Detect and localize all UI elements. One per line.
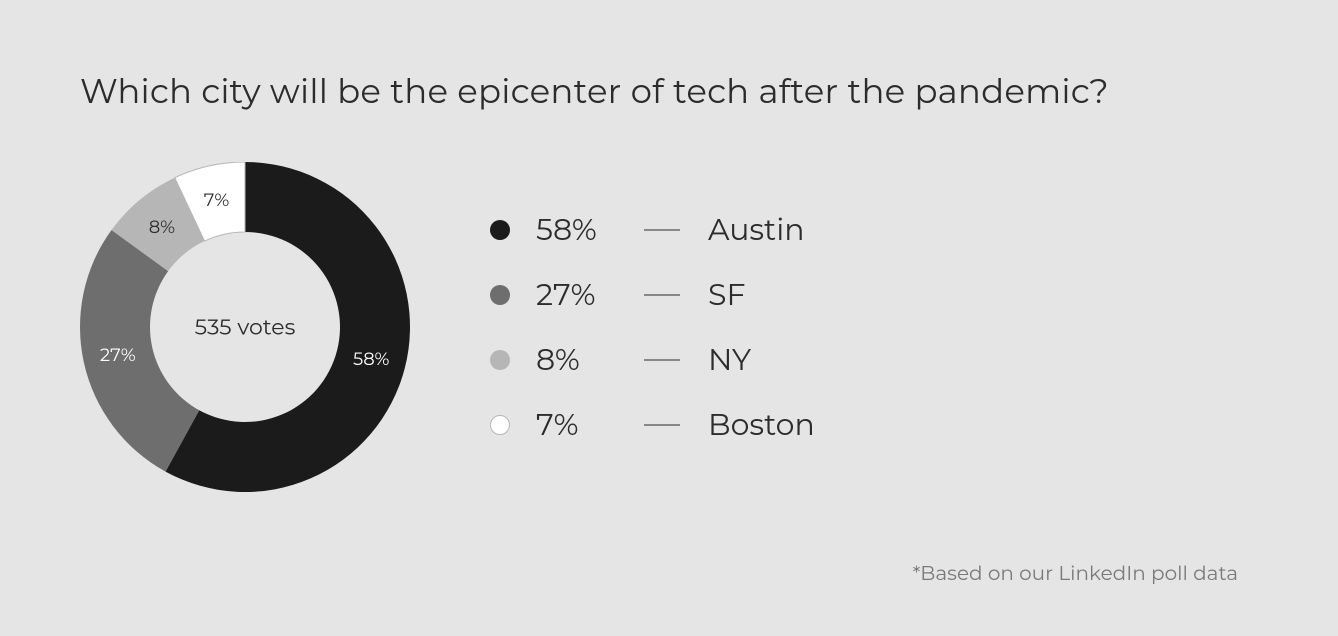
legend-dash	[644, 424, 680, 426]
donut-chart: 535 votes 58% 27% 8% 7%	[80, 162, 410, 492]
legend-label: Boston	[708, 406, 815, 443]
legend-row-boston: 7% Boston	[490, 406, 815, 443]
legend-dash	[644, 294, 680, 296]
chart-center-label: 535 votes	[195, 314, 296, 341]
slice-label-boston: 7%	[204, 189, 230, 211]
legend-pct: 7%	[536, 406, 616, 443]
title: Which city will be the epicenter of tech…	[80, 70, 1258, 112]
legend-pct: 27%	[536, 276, 616, 313]
legend-row-ny: 8% NY	[490, 341, 815, 378]
legend-bullet	[490, 220, 510, 240]
legend-dash	[644, 359, 680, 361]
slice-label-sf: 27%	[100, 344, 136, 366]
infographic-container: Which city will be the epicenter of tech…	[0, 0, 1338, 532]
legend-row-austin: 58% Austin	[490, 211, 815, 248]
footnote: *Based on our LinkedIn poll data	[913, 562, 1238, 586]
legend-pct: 58%	[536, 211, 616, 248]
legend: 58% Austin 27% SF 8% NY 7% Boston	[490, 211, 815, 443]
legend-bullet	[490, 415, 510, 435]
legend-bullet	[490, 285, 510, 305]
legend-dash	[644, 229, 680, 231]
donut-slice-sf	[80, 230, 199, 472]
legend-label: SF	[708, 276, 745, 313]
legend-label: Austin	[708, 211, 805, 248]
legend-row-sf: 27% SF	[490, 276, 815, 313]
legend-pct: 8%	[536, 341, 616, 378]
legend-label: NY	[708, 341, 751, 378]
content-row: 535 votes 58% 27% 8% 7% 58% Austin 27% SF 8% NY 7…	[80, 162, 1258, 492]
legend-bullet	[490, 350, 510, 370]
slice-label-ny: 8%	[149, 216, 175, 238]
slice-label-austin: 58%	[353, 348, 389, 370]
